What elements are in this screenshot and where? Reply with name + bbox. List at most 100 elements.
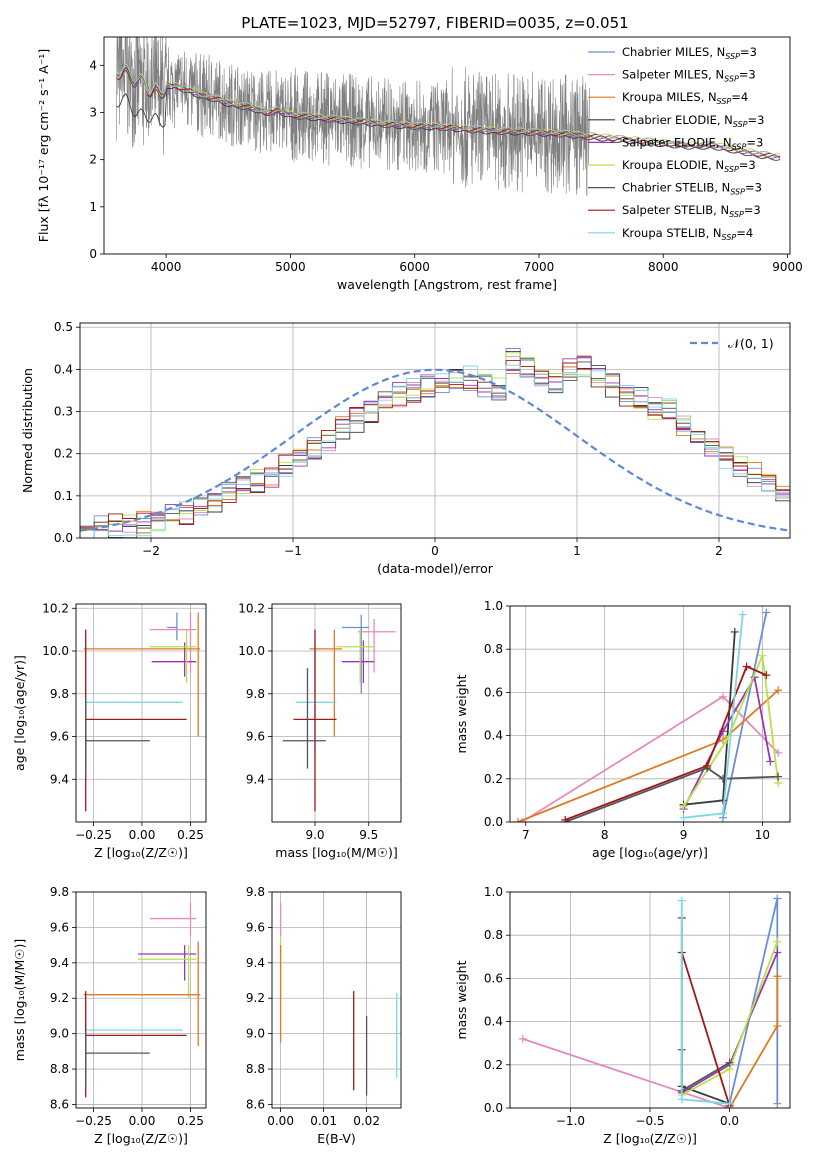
mass-weight-point bbox=[513, 818, 522, 822]
model-spectrum-line bbox=[116, 65, 781, 157]
spectrum-xlabel: wavelength [Angstrom, rest frame] bbox=[337, 277, 557, 292]
age-z-ytick-label: 9.4 bbox=[50, 772, 69, 786]
mw-age-xtick-label: 7 bbox=[522, 828, 530, 842]
spectrum-plot-area bbox=[116, 37, 781, 196]
mass-z-ytick-label: 9.0 bbox=[50, 1027, 69, 1041]
histogram-series bbox=[80, 364, 790, 538]
spectrum-ytick-label: 0 bbox=[89, 247, 97, 261]
legend-entry: Salpeter STELIB, NSSP=3 bbox=[622, 203, 761, 219]
mw-z-xlabel: Z [log₁₀(Z/Z☉)] bbox=[603, 1131, 697, 1146]
mass-z-panel: −0.25 0.00 0.25 8.6 8.8 9.0 9.2 9.4 9.6 9.8 Z [log… bbox=[12, 885, 207, 1146]
spectrum-ytick-label: 2 bbox=[89, 153, 97, 167]
histogram-ytick-label: 0.1 bbox=[54, 489, 73, 503]
mass-weight-point bbox=[773, 1021, 782, 1030]
mass-weight-point bbox=[730, 627, 739, 636]
mass-z-xtick-label: 0.25 bbox=[177, 1114, 204, 1128]
age-z-ytick-label: 9.8 bbox=[50, 687, 69, 701]
mass-weight-point bbox=[774, 772, 783, 781]
mass-ebv-xlabel: E(B-V) bbox=[317, 1131, 356, 1146]
model-spectrum-line bbox=[116, 66, 781, 159]
mw-z-ytick-label: 0.6 bbox=[484, 971, 503, 985]
mass-weight-point bbox=[718, 796, 727, 805]
legend-entry: 𝒩(0, 1) bbox=[728, 336, 774, 351]
mw-age-ytick-label: 1.0 bbox=[484, 599, 503, 613]
mw-z-ytick-label: 0.4 bbox=[484, 1015, 503, 1029]
legend-entry: Kroupa MILES, NSSP=4 bbox=[622, 90, 748, 106]
age-mass-panel: 9.0 9.5 9.4 9.6 9.8 10.0 10.2 mass [log₁₀(M/M☉)… bbox=[238, 601, 402, 860]
histogram-xtick-label: −1 bbox=[284, 544, 302, 558]
age-mass-xtick-label: 9.5 bbox=[359, 828, 378, 842]
mass-ebv-ytick-label: 8.8 bbox=[246, 1062, 265, 1076]
histogram-ylabel: Normed distribution bbox=[20, 368, 35, 493]
mass-ebv-xtick-label: 0.00 bbox=[267, 1114, 294, 1128]
mw-z-xtick-label: −1.0 bbox=[556, 1114, 585, 1128]
mass-weight-line bbox=[522, 1038, 730, 1108]
age-mass-ytick-label: 9.8 bbox=[246, 687, 265, 701]
mass-weight-line bbox=[564, 766, 779, 822]
mw-z-ytick-label: 0.8 bbox=[484, 928, 503, 942]
mass-weight-point bbox=[774, 748, 783, 757]
mass-weight-line bbox=[728, 976, 779, 1108]
mass-weight-line bbox=[722, 612, 768, 818]
mass-weight-point bbox=[725, 1099, 734, 1108]
mass-ebv-ytick-label: 9.8 bbox=[246, 885, 265, 899]
mass-weight-line bbox=[682, 652, 780, 808]
mass-z-xtick-label: −0.25 bbox=[75, 1114, 112, 1128]
mw-z-xtick-label: −0.5 bbox=[635, 1114, 664, 1128]
mass-weight-point bbox=[561, 815, 570, 822]
mass-weight-point bbox=[679, 802, 688, 811]
mass-z-ytick-label: 9.8 bbox=[50, 885, 69, 899]
mass-z-ytick-label: 8.6 bbox=[50, 1097, 69, 1111]
legend-entry: Chabrier STELIB, NSSP=3 bbox=[622, 181, 762, 197]
mw-age-xlabel: age [log₁₀(age/yr)] bbox=[592, 845, 708, 860]
page-title: PLATE=1023, MJD=52797, FIBERID=0035, z=0… bbox=[241, 14, 628, 32]
mass-weight-point bbox=[762, 671, 771, 680]
mass-ebv-plot-area bbox=[279, 902, 398, 1096]
mass-weight-point bbox=[766, 757, 775, 766]
age-mass-ytick-label: 9.6 bbox=[246, 730, 265, 744]
mass-ebv-xtick-label: 0.02 bbox=[353, 1114, 380, 1128]
mass-weight-line bbox=[521, 695, 779, 822]
histogram-xtick-label: 2 bbox=[715, 544, 723, 558]
age-mass-xlabel: mass [log₁₀(M/M☉)] bbox=[275, 845, 397, 860]
age-z-xtick-label: 0.25 bbox=[177, 828, 204, 842]
mass-weight-line bbox=[564, 665, 767, 821]
mw-z-plot-area bbox=[518, 894, 782, 1108]
histogram-ytick-label: 0.0 bbox=[54, 531, 73, 545]
spectrum-xtick-label: 8000 bbox=[648, 260, 679, 274]
spectrum-panel: 4000 5000 6000 7000 8000 9000 0 1 2 3 4 wavelength … bbox=[36, 36, 803, 292]
age-z-ylabel: age [log₁₀(age/yr)] bbox=[12, 655, 27, 771]
mw-z-panel: −1.0 −0.5 0.0 0.0 0.2 0.4 0.6 0.8 1.0 Z [log₁₀(Z/… bbox=[454, 885, 791, 1146]
legend-entry: Salpeter ELODIE, NSSP=3 bbox=[622, 135, 763, 151]
mw-z-ylabel: mass weight bbox=[454, 960, 469, 1039]
mw-z-ytick-label: 0.2 bbox=[484, 1058, 503, 1072]
model-spectrum-line bbox=[116, 63, 781, 159]
mass-weight-point bbox=[677, 1095, 686, 1104]
age-mass-xtick-label: 9.0 bbox=[305, 828, 324, 842]
histogram-xtick-label: 0 bbox=[431, 544, 439, 558]
mass-weight-point bbox=[773, 1099, 782, 1108]
mass-weight-point bbox=[773, 948, 782, 957]
mw-z-xtick-label: 0.0 bbox=[720, 1114, 739, 1128]
histogram-series bbox=[80, 361, 790, 538]
mass-ebv-ytick-label: 8.6 bbox=[246, 1097, 265, 1111]
age-z-ytick-label: 10.0 bbox=[42, 644, 69, 658]
age-mass-frame bbox=[271, 603, 402, 823]
mw-age-xtick-label: 8 bbox=[601, 828, 609, 842]
histogram-ytick-label: 0.5 bbox=[54, 320, 73, 334]
mass-weight-point bbox=[703, 761, 712, 770]
spectrum-xtick-label: 5000 bbox=[275, 260, 306, 274]
mw-age-frame bbox=[509, 605, 791, 823]
mw-age-xtick-label: 9 bbox=[680, 828, 688, 842]
legend-entry: Salpeter MILES, NSSP=3 bbox=[622, 68, 756, 84]
legend-entry: Chabrier ELODIE, NSSP=3 bbox=[622, 113, 764, 129]
mass-ebv-frame bbox=[271, 891, 402, 1109]
spectrum-xtick-label: 6000 bbox=[399, 260, 430, 274]
mass-z-frame bbox=[75, 891, 207, 1109]
mass-ebv-ytick-label: 9.6 bbox=[246, 920, 265, 934]
mass-weight-point bbox=[738, 610, 747, 619]
age-mass-ytick-label: 9.4 bbox=[246, 772, 265, 786]
mass-weight-line bbox=[680, 952, 731, 1107]
mass-z-ytick-label: 9.2 bbox=[50, 991, 69, 1005]
spectrum-ytick-label: 1 bbox=[89, 200, 97, 214]
